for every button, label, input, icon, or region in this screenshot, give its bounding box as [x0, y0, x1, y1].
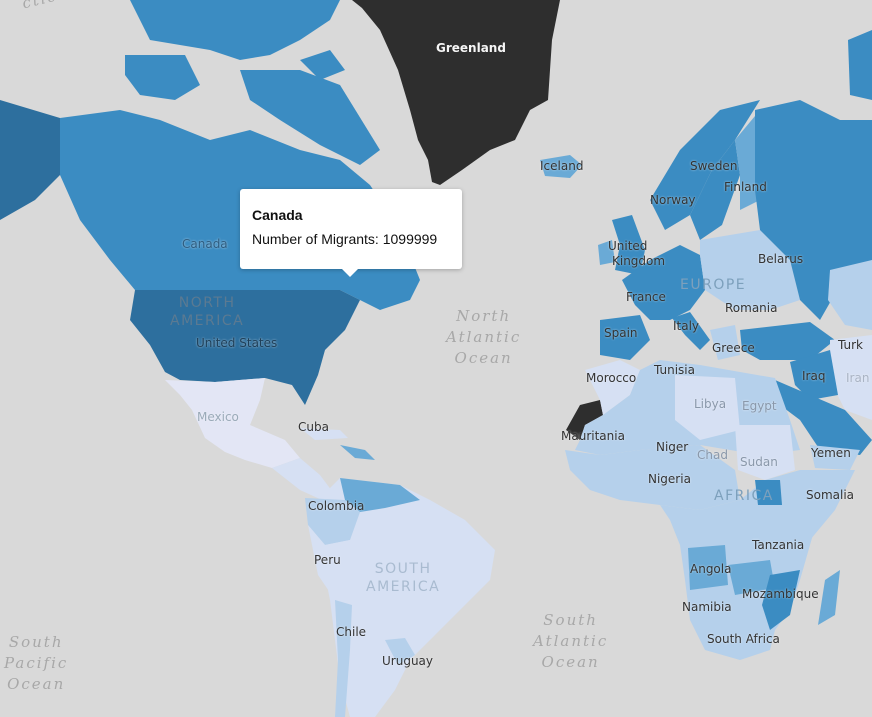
label-tunisia: Tunisia — [654, 363, 695, 377]
country-united-kingdom[interactable] — [612, 215, 645, 275]
label-chile: Chile — [336, 625, 367, 639]
label-peru: Peru — [314, 553, 341, 567]
label-italy: Italy — [673, 319, 700, 333]
tooltip-arrow — [342, 269, 358, 277]
label-greenland: Greenland — [436, 41, 506, 55]
label-namibia: Namibia — [682, 600, 732, 614]
label-morocco: Morocco — [586, 371, 637, 385]
ocean-label-south-atlantic: South Atlantic Ocean — [533, 611, 609, 671]
label-sweden: Sweden — [690, 159, 738, 173]
country-cuba[interactable] — [300, 428, 348, 440]
country-russia[interactable] — [755, 100, 872, 320]
country-west-africa[interactable] — [565, 445, 740, 510]
label-united-kingdom-line2: Kingdom — [612, 254, 666, 268]
country-angola[interactable] — [688, 545, 728, 590]
country-chile[interactable] — [335, 600, 352, 717]
label-finland: Finland — [724, 180, 767, 194]
country-sudan[interactable] — [735, 425, 795, 480]
label-somalia: Somalia — [806, 488, 855, 502]
country-kazakhstan[interactable] — [828, 260, 872, 330]
country-europe-east[interactable] — [700, 230, 800, 310]
country-iran[interactable] — [830, 335, 872, 420]
country-italy[interactable] — [672, 312, 710, 350]
label-iran: Iran — [846, 371, 870, 385]
continent-label-europe: EUROPE — [680, 277, 747, 293]
tooltip-country-name: Canada — [252, 207, 303, 223]
continent-label-north-america: NORTH AMERICA — [170, 295, 245, 329]
label-south-africa: South Africa — [707, 632, 780, 646]
country-yemen[interactable] — [810, 445, 860, 470]
country-peru[interactable] — [308, 525, 352, 600]
label-belarus: Belarus — [758, 252, 804, 266]
country-novaya-zemlya[interactable] — [848, 30, 872, 100]
label-cuba: Cuba — [298, 420, 329, 434]
country-central-america[interactable] — [272, 458, 335, 500]
label-greece: Greece — [712, 341, 755, 355]
tooltip-metric-label: Number of Migrants: — [252, 231, 379, 247]
country-madagascar[interactable] — [818, 570, 840, 625]
ocean-label-south-pacific: South Pacific Ocean — [4, 633, 69, 693]
label-niger: Niger — [656, 440, 689, 454]
canada-arctic-islands — [125, 0, 380, 165]
country-south-sudan[interactable] — [755, 480, 782, 505]
label-uruguay: Uruguay — [382, 654, 433, 668]
country-greenland[interactable] — [352, 0, 560, 185]
country-uruguay[interactable] — [385, 638, 415, 665]
country-iraq[interactable] — [790, 350, 838, 400]
continent-label-africa: AFRICA — [714, 488, 774, 504]
tooltip-metric: Number of Migrants: 1099999 — [252, 231, 450, 247]
label-yemen: Yemen — [811, 446, 851, 460]
label-spain: Spain — [604, 326, 638, 340]
country-saudi-arabia[interactable] — [775, 380, 872, 455]
country-morocco[interactable] — [585, 360, 640, 415]
country-sweden[interactable] — [690, 140, 740, 240]
continent-label-south-america: SOUTH AMERICA — [366, 561, 441, 595]
country-turkey[interactable] — [740, 322, 835, 360]
country-norway[interactable] — [650, 100, 760, 230]
country-somalia[interactable] — [800, 470, 855, 540]
country-zambia[interactable] — [728, 560, 775, 595]
country-colombia[interactable] — [305, 498, 360, 545]
label-norway: Norway — [650, 193, 696, 207]
label-turkey: Turk — [838, 338, 863, 352]
country-brazil[interactable] — [310, 478, 495, 717]
country-iceland[interactable] — [540, 155, 582, 178]
label-romania: Romania — [725, 301, 778, 315]
country-ireland[interactable] — [598, 240, 615, 265]
label-mauritania: Mauritania — [561, 429, 625, 443]
country-europe-west[interactable] — [622, 245, 705, 320]
country-western-sahara[interactable] — [566, 400, 603, 440]
tooltip-metric-value: 1099999 — [382, 231, 438, 247]
label-united-states: United States — [196, 336, 278, 350]
label-angola: Angola — [690, 562, 732, 576]
ocean-label-north-atlantic: North Atlantic Ocean — [446, 307, 522, 367]
label-mexico: Mexico — [197, 410, 239, 424]
label-iceland: Iceland — [540, 159, 584, 173]
country-libya[interactable] — [675, 375, 740, 440]
caribbean-islands — [340, 445, 375, 460]
label-iraq: Iraq — [802, 369, 826, 383]
label-tanzania: Tanzania — [752, 538, 805, 552]
country-tooltip: Canada Number of Migrants: 1099999 — [240, 189, 462, 277]
country-greece[interactable] — [710, 325, 740, 360]
country-venezuela[interactable] — [340, 478, 420, 512]
country-spain[interactable] — [600, 315, 650, 360]
label-canada: Canada — [182, 237, 228, 251]
country-mexico[interactable] — [165, 378, 300, 468]
label-nigeria: Nigeria — [648, 472, 691, 486]
country-united-states[interactable] — [130, 290, 360, 405]
country-alaska[interactable] — [0, 100, 60, 220]
label-france: France — [626, 290, 666, 304]
label-mozambique: Mozambique — [742, 587, 819, 601]
label-libya: Libya — [694, 397, 727, 411]
country-mozambique[interactable] — [762, 570, 800, 630]
label-colombia: Colombia — [308, 499, 365, 513]
label-egypt: Egypt — [742, 399, 777, 413]
label-chad: Chad — [697, 448, 728, 462]
label-united-kingdom-line1: United — [608, 239, 648, 253]
label-sudan: Sudan — [740, 455, 778, 469]
